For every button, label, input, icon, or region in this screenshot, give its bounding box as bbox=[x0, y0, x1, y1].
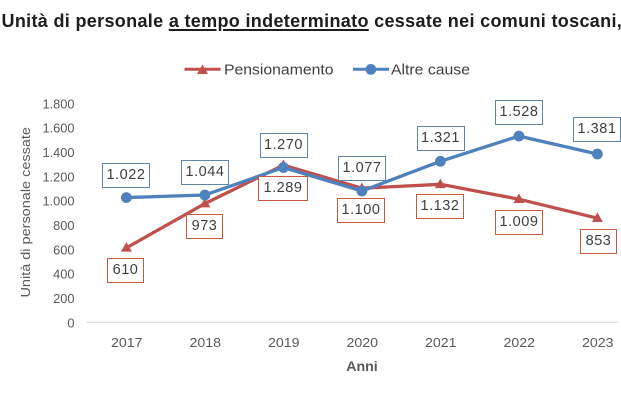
svg-text:0: 0 bbox=[67, 315, 74, 330]
svg-text:2020: 2020 bbox=[347, 335, 379, 350]
svg-text:2023: 2023 bbox=[582, 335, 614, 350]
svg-text:Anni: Anni bbox=[346, 359, 378, 374]
svg-text:2022: 2022 bbox=[504, 335, 536, 350]
svg-text:Unità di personale cessate: Unità di personale cessate bbox=[18, 127, 33, 297]
svg-text:1.400: 1.400 bbox=[42, 145, 74, 160]
svg-text:1.200: 1.200 bbox=[42, 169, 74, 184]
svg-text:400: 400 bbox=[53, 267, 74, 282]
svg-text:1.800: 1.800 bbox=[42, 96, 74, 111]
svg-text:200: 200 bbox=[53, 291, 74, 306]
svg-text:2021: 2021 bbox=[425, 335, 457, 350]
svg-text:1.000: 1.000 bbox=[42, 194, 74, 209]
svg-text:800: 800 bbox=[53, 218, 74, 233]
svg-text:2018: 2018 bbox=[190, 335, 222, 350]
svg-text:2019: 2019 bbox=[268, 335, 300, 350]
svg-text:Pensionamento: Pensionamento bbox=[224, 62, 334, 79]
svg-text:1.600: 1.600 bbox=[42, 121, 74, 136]
svg-text:2017: 2017 bbox=[111, 335, 143, 350]
svg-text:600: 600 bbox=[53, 242, 74, 257]
svg-text:Altre cause: Altre cause bbox=[391, 62, 470, 79]
